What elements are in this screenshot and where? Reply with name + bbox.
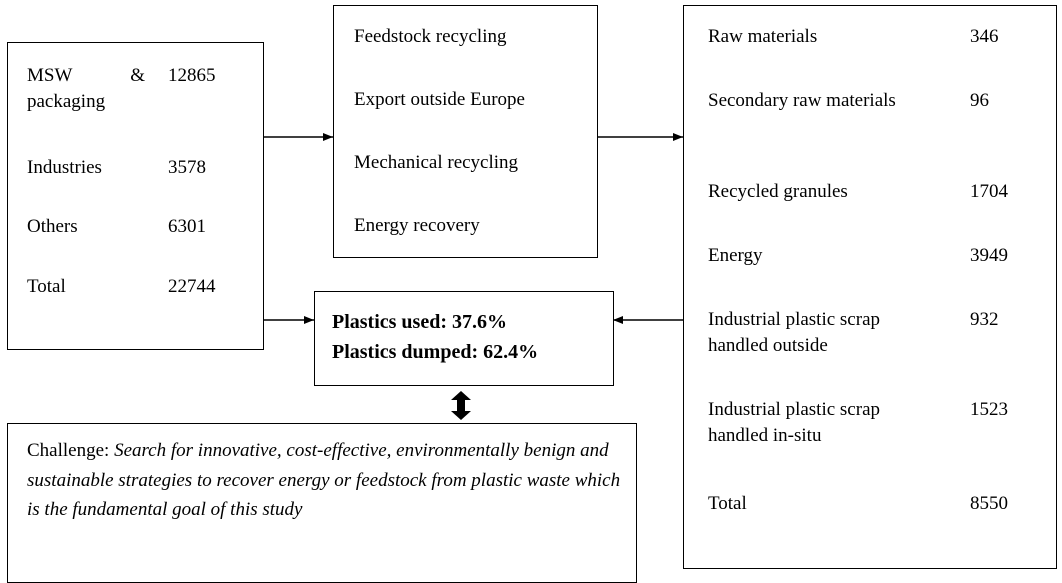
input-label: MSW & packaging bbox=[27, 65, 145, 112]
inputs-box: MSW & packaging 12865 Industries 3578 Others… bbox=[7, 42, 264, 350]
input-value: 3578 bbox=[168, 157, 206, 178]
input-value: 12865 bbox=[168, 65, 216, 86]
output-label: Industrial plastic scrap handled in-situ bbox=[708, 399, 881, 446]
process-item: Mechanical recycling bbox=[354, 152, 519, 173]
output-value: 1523 bbox=[970, 399, 1008, 420]
output-value: 346 bbox=[970, 26, 999, 47]
challenge-text: Challenge: Search for innovative, cost-e… bbox=[27, 436, 622, 525]
input-label: Industries bbox=[27, 157, 102, 178]
output-label: Energy bbox=[708, 245, 763, 266]
output-label: Raw materials bbox=[708, 26, 818, 47]
result-box: Plastics used: 37.6% Plastics dumped: 62.… bbox=[314, 291, 614, 386]
processes-box: Feedstock recycling Export outside Europe… bbox=[333, 5, 598, 258]
process-item: Feedstock recycling bbox=[354, 26, 507, 47]
output-label: Secondary raw materials bbox=[708, 90, 896, 111]
double-arrow bbox=[451, 391, 471, 420]
result-line: Plastics dumped: 62.4% bbox=[332, 341, 539, 363]
result-line: Plastics used: 37.6% bbox=[332, 311, 507, 333]
output-value: 3949 bbox=[970, 245, 1008, 266]
input-value: 6301 bbox=[168, 216, 206, 237]
output-value: 96 bbox=[970, 90, 989, 111]
output-label: Industrial plastic scrap handled outside bbox=[708, 309, 881, 356]
output-value: 932 bbox=[970, 309, 999, 330]
process-item: Energy recovery bbox=[354, 215, 480, 236]
output-value: 8550 bbox=[970, 493, 1008, 514]
output-label: Recycled granules bbox=[708, 181, 848, 202]
input-label: Others bbox=[27, 216, 78, 237]
output-label: Total bbox=[708, 493, 747, 514]
input-label: Total bbox=[27, 276, 66, 297]
process-item: Export outside Europe bbox=[354, 89, 525, 110]
challenge-label: Challenge: bbox=[27, 440, 110, 461]
outputs-box: Raw materials 346 Secondary raw materials 9… bbox=[683, 5, 1057, 569]
input-value: 22744 bbox=[168, 276, 216, 297]
challenge-body: Search for innovative, cost-effective, e… bbox=[27, 440, 621, 520]
challenge-box: Challenge: Search for innovative, cost-e… bbox=[7, 423, 637, 583]
output-value: 1704 bbox=[970, 181, 1008, 202]
